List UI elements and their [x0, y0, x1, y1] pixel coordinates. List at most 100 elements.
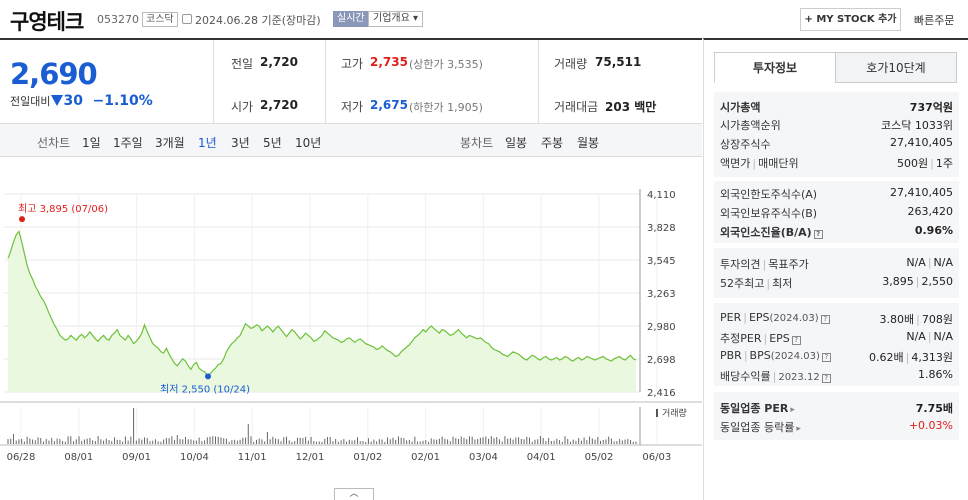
bps-period: (2024.03) — [770, 351, 820, 362]
opinion-label: 투자의견 — [720, 258, 761, 271]
dividend-value: 1.86% — [918, 368, 953, 381]
help-icon[interactable]: ? — [821, 353, 831, 362]
sector-rate-value: +0.03% — [908, 419, 953, 432]
candle-chart-label: 봉차트 — [460, 136, 494, 150]
opinion-value: N/A — [906, 256, 926, 269]
change-rate: −1.10% — [92, 93, 153, 109]
bps-value: 4,313원 — [911, 351, 953, 364]
x-tick-label: 06/28 — [7, 452, 36, 463]
change-row: 전일대비 30 −1.10% — [10, 93, 153, 109]
change-label: 전일대비 — [10, 95, 51, 108]
y-tick-label: 4,110 — [647, 190, 676, 201]
week52-low-value: 2,550 — [921, 275, 954, 288]
tab-investment-info[interactable]: 투자정보 — [714, 52, 836, 83]
x-tick-label: 03/04 — [469, 452, 498, 463]
sector-per-value: 7.75배 — [915, 402, 953, 415]
price-area — [8, 231, 636, 392]
chevron-right-icon: ▸ — [790, 405, 795, 415]
face-value: 500원 — [897, 157, 929, 170]
period-1w[interactable]: 1주일 — [113, 136, 143, 150]
foreign-rate-row: 외국인소진율(B/A)? 0.96% — [720, 224, 953, 240]
divider — [213, 40, 214, 126]
realtime-button[interactable]: 실시간 — [333, 11, 369, 27]
eps-label: EPS — [748, 311, 770, 324]
sector-per-label: 동일업종 PER — [720, 402, 789, 415]
candle-weekly[interactable]: 주봉 — [541, 136, 564, 150]
foreign-box: 외국인한도주식수(A) 27,410,405 외국인보유주식수(B) 263,4… — [714, 181, 959, 243]
company-overview-button[interactable]: 기업개요 ▾ — [368, 11, 423, 27]
upper-limit: (상한가 3,535) — [409, 58, 483, 71]
per-value: 3.80배 — [879, 313, 915, 326]
low-value: 2,675 — [370, 98, 408, 112]
amount-label: 거래대금 — [554, 100, 599, 114]
help-icon[interactable]: ? — [791, 336, 801, 345]
tab-order-book[interactable]: 호가10단계 — [835, 52, 957, 83]
candle-monthly[interactable]: 월봉 — [577, 136, 600, 150]
chart-toolbar: 선차트 1일 1주일 3개월 1년 3년 5년 10년 봉차트 일봉 주봉 월봉 — [0, 124, 702, 157]
pbr-row: PBR | BPS(2024.03)? 0.62배 | 4,313원 — [720, 349, 953, 364]
help-icon[interactable]: ? — [813, 230, 823, 239]
x-tick-label: 11/01 — [238, 452, 267, 463]
foreign-limit-label: 외국인한도주식수(A) — [720, 188, 818, 201]
price-chart[interactable]: 4,110 3,828 3,545 3,263 2,980 2,698 2,416 06/28… — [0, 157, 702, 500]
per-label: PER — [720, 311, 742, 324]
period-1d[interactable]: 1일 — [82, 136, 101, 150]
divider — [325, 40, 326, 126]
foreign-rate-value: 0.96% — [914, 224, 953, 237]
cap-rank-row: 시가총액순위 코스닥 1033위 — [720, 117, 953, 133]
price-summary: 2,690 전일대비 30 −1.10% 전일 2,720 시가 2,720 고가… — [0, 38, 702, 126]
quick-order-link[interactable]: 빠른주문 — [914, 14, 955, 27]
collapse-chart-button[interactable]: ︿ — [334, 488, 374, 500]
est-per-value: N/A — [906, 330, 926, 343]
amount-value: 203 백만 — [605, 100, 657, 114]
opinion-row: 투자의견 | 목표주가 N/A | N/A — [720, 256, 953, 271]
shares-row: 상장주식수 27,410,405 — [720, 136, 953, 152]
period-1y[interactable]: 1년 — [198, 136, 217, 150]
foreign-hold-row: 외국인보유주식수(B) 263,420 — [720, 205, 953, 221]
low-label: 저가 — [341, 100, 364, 114]
face-value-row: 액면가 | 매매단위 500원 | 1주 — [720, 157, 953, 170]
x-tick-label: 10/04 — [180, 452, 209, 463]
dividend-row: 배당수익률 | 2023.12? 1.86% — [720, 368, 953, 383]
add-my-stock-button[interactable]: + MY STOCK 추가 — [800, 8, 901, 31]
foreign-hold-value: 263,420 — [907, 205, 954, 218]
y-tick-label: 3,545 — [647, 256, 676, 267]
period-3y[interactable]: 3년 — [231, 136, 250, 150]
candle-daily[interactable]: 일봉 — [505, 136, 528, 150]
period-10y[interactable]: 10년 — [295, 136, 322, 150]
down-arrow-icon — [51, 95, 64, 106]
info-panel: 투자정보 호가10단계 시가총액 737억원 시가총액순위 코스닥 1033위 … — [703, 38, 968, 500]
stock-name: 구영테크 — [10, 10, 84, 34]
y-tick-label: 2,698 — [647, 355, 676, 366]
week52-low-label: 최저 — [772, 277, 793, 290]
stock-header: 구영테크 053270 코스닥 2024.06.28 기준(장마감) 실시간 기… — [0, 0, 968, 38]
sector-rate-label: 동일업종 등락률 — [720, 421, 795, 434]
price-line — [7, 230, 637, 376]
y-tick-label: 2,980 — [647, 322, 676, 333]
stock-code: 053270 — [97, 13, 139, 26]
date-text: 2024.06.28 기준(장마감) — [195, 14, 321, 27]
y-tick-label: 2,416 — [647, 388, 676, 399]
cap-rank-value: 코스닥 1033위 — [881, 119, 953, 132]
shares-value: 27,410,405 — [890, 136, 953, 149]
volume-legend: 거래량 — [662, 407, 687, 419]
divider — [538, 40, 539, 126]
help-icon[interactable]: ? — [820, 315, 830, 324]
sector-rate-row[interactable]: 동일업종 등락률 ▸ +0.03% — [720, 419, 953, 435]
current-price: 2,690 — [10, 57, 98, 91]
market-cap-row: 시가총액 737억원 — [720, 99, 953, 115]
sector-box: 동일업종 PER ▸ 7.75배 동일업종 등락률 ▸ +0.03% — [714, 392, 959, 440]
opinion-box: 투자의견 | 목표주가 N/A | N/A 52주최고 | 최저 3,895 | 2,550 — [714, 248, 959, 298]
min-marker — [205, 373, 211, 380]
help-icon[interactable]: ? — [821, 374, 831, 383]
price-chart-svg: 4,110 3,828 3,545 3,263 2,980 2,698 2,416 06/28… — [0, 189, 702, 463]
trade-unit-label: 매매단위 — [758, 157, 799, 170]
x-tick-label: 02/01 — [411, 452, 440, 463]
lower-limit: (하한가 1,905) — [409, 101, 483, 114]
period-5y[interactable]: 5년 — [263, 136, 282, 150]
sector-per-row[interactable]: 동일업종 PER ▸ 7.75배 — [720, 400, 953, 416]
period-3m[interactable]: 3개월 — [155, 136, 185, 150]
x-tick-label: 12/01 — [296, 452, 325, 463]
foreign-limit-value: 27,410,405 — [890, 186, 953, 199]
y-tick-label: 3,828 — [647, 223, 676, 234]
